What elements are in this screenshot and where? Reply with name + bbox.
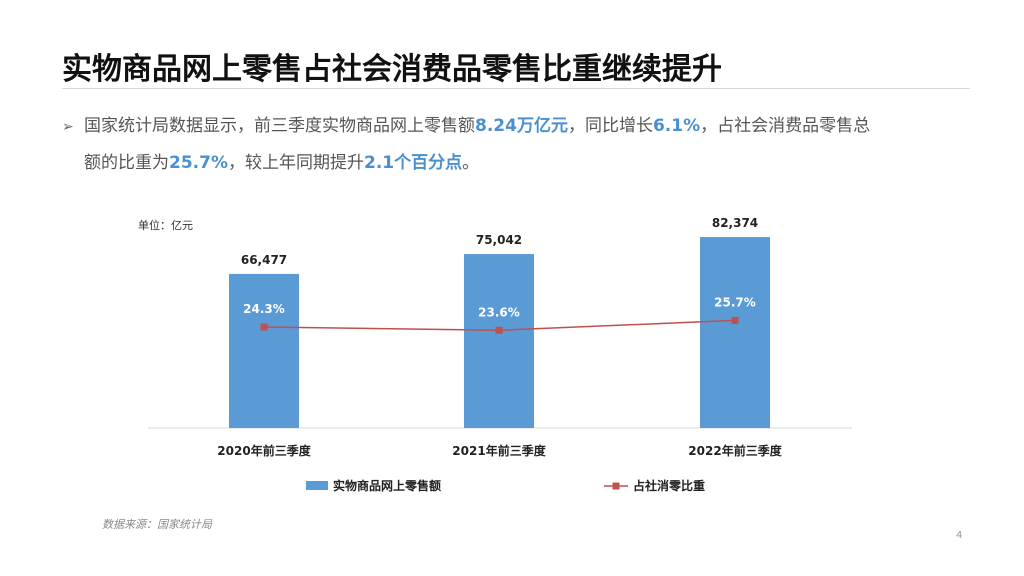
highlight-retail-total: 8.24万亿元 [475,116,568,136]
bar-value-label: 75,042 [476,233,522,247]
share-value-label: 24.3% [243,302,285,316]
bullet-text: ，同比增长 [567,116,653,136]
share-point-3 [731,316,739,324]
share-value-label: 25.7% [714,295,756,309]
bar-3 [700,237,770,428]
bullet-text: ，较上年同期提升 [227,153,364,173]
bullet-line-1: ➢ 国家统计局数据显示，前三季度实物商品网上零售额8.24万亿元，同比增长6.1%… [62,108,972,145]
bar-value-label: 66,477 [241,253,287,267]
page-number: 4 [956,530,963,541]
bar-1 [229,273,299,428]
bullet-text: 国家统计局数据显示，前三季度实物商品网上零售额 [84,116,475,136]
share-point-2 [495,326,503,334]
bar-value-label: 82,374 [712,216,758,230]
bullet-text: 额的比重为 [84,153,169,173]
slide-title: 实物商品网上零售占社会消费品零售比重继续提升 [62,52,722,87]
bullet-text: ，占社会消费品零售总 [700,116,871,136]
category-label: 2020年前三季度 [217,443,311,458]
legend-line-label: 占社消零比重 [633,478,705,493]
bullet-text: 。 [462,153,480,173]
bar-2 [464,254,534,428]
share-point-1 [260,323,268,331]
legend-bar-label: 实物商品网上零售额 [333,478,441,493]
legend-bar-swatch [306,481,328,490]
bullet-arrow-icon: ➢ [62,119,74,135]
highlight-growth: 6.1% [652,116,701,136]
highlight-increase: 2.1个百分点 [363,153,463,173]
share-value-label: 23.6% [478,305,520,319]
title-divider [62,88,970,89]
legend-line-marker [612,482,620,490]
chart-unit-label: 单位：亿元 [138,219,193,232]
data-source: 数据来源：国家统计局 [102,518,212,531]
category-label: 2021年前三季度 [452,443,546,458]
bullet-line-2: 额的比重为25.7%，较上年同期提升2.1个百分点。 [62,145,972,181]
summary-bullet: ➢ 国家统计局数据显示，前三季度实物商品网上零售额8.24万亿元，同比增长6.1%… [62,108,972,181]
highlight-share: 25.7% [169,153,228,173]
category-label: 2022年前三季度 [688,443,782,458]
